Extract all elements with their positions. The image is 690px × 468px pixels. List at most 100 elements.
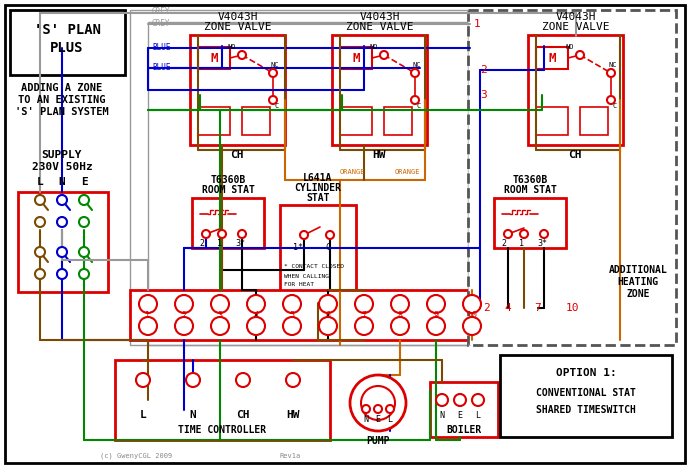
Text: 7: 7 xyxy=(535,303,542,313)
Text: HW: HW xyxy=(372,150,386,160)
Text: PLUS: PLUS xyxy=(50,41,83,55)
Text: V4043H: V4043H xyxy=(555,12,596,22)
Circle shape xyxy=(472,394,484,406)
Circle shape xyxy=(139,295,157,313)
Circle shape xyxy=(576,51,584,59)
Circle shape xyxy=(186,373,200,387)
Text: CYLINDER: CYLINDER xyxy=(295,183,342,193)
Bar xyxy=(494,198,566,248)
Text: 1*: 1* xyxy=(293,242,303,251)
Circle shape xyxy=(238,230,246,238)
Text: E: E xyxy=(375,415,380,424)
Text: 5: 5 xyxy=(290,310,295,320)
Text: BOILER: BOILER xyxy=(446,425,482,435)
Circle shape xyxy=(247,317,265,335)
Circle shape xyxy=(57,217,67,227)
Text: PUMP: PUMP xyxy=(366,436,390,446)
Bar xyxy=(536,47,568,69)
Text: N: N xyxy=(440,411,444,421)
Text: M: M xyxy=(210,51,218,65)
Text: CH: CH xyxy=(236,410,250,420)
Text: 2: 2 xyxy=(199,240,204,249)
Text: 3*: 3* xyxy=(235,240,245,249)
Text: FOR HEAT: FOR HEAT xyxy=(284,283,314,287)
Circle shape xyxy=(79,247,89,257)
Text: 1: 1 xyxy=(474,19,481,29)
Text: TO AN EXISTING: TO AN EXISTING xyxy=(18,95,106,105)
Text: 'S' PLAN SYSTEM: 'S' PLAN SYSTEM xyxy=(15,107,109,117)
Text: NC: NC xyxy=(609,62,618,68)
Circle shape xyxy=(350,375,406,431)
Circle shape xyxy=(427,317,445,335)
Circle shape xyxy=(607,96,615,104)
Circle shape xyxy=(79,217,89,227)
Text: 2: 2 xyxy=(482,303,489,313)
Circle shape xyxy=(411,96,419,104)
Text: SUPPLY: SUPPLY xyxy=(42,150,82,160)
Circle shape xyxy=(436,394,448,406)
Circle shape xyxy=(269,69,277,77)
Bar xyxy=(468,10,676,345)
Circle shape xyxy=(374,405,382,413)
Circle shape xyxy=(211,295,229,313)
Text: GREY: GREY xyxy=(152,7,170,16)
Text: L641A: L641A xyxy=(304,173,333,183)
Text: BLUE: BLUE xyxy=(152,44,170,52)
Text: HEATING: HEATING xyxy=(618,277,658,287)
Circle shape xyxy=(286,373,300,387)
Bar xyxy=(332,35,427,145)
Text: 3: 3 xyxy=(480,90,486,100)
Bar xyxy=(130,10,470,345)
Text: OPTION 1:: OPTION 1: xyxy=(555,368,616,378)
Bar xyxy=(528,35,623,145)
Text: STAT: STAT xyxy=(306,193,330,203)
Bar xyxy=(130,290,490,340)
Text: L: L xyxy=(37,177,43,187)
Circle shape xyxy=(380,51,388,59)
Text: ZONE VALVE: ZONE VALVE xyxy=(204,22,272,32)
Circle shape xyxy=(283,295,301,313)
Text: 1: 1 xyxy=(520,240,524,249)
Circle shape xyxy=(139,317,157,335)
Circle shape xyxy=(269,96,277,104)
Text: 1: 1 xyxy=(217,240,222,249)
Text: ADDING A ZONE: ADDING A ZONE xyxy=(21,83,103,93)
Text: SHARED TIMESWITCH: SHARED TIMESWITCH xyxy=(536,405,636,415)
Text: ZONE: ZONE xyxy=(627,289,650,299)
Text: 10: 10 xyxy=(467,310,477,320)
Text: L: L xyxy=(388,415,393,424)
Circle shape xyxy=(35,247,45,257)
Circle shape xyxy=(57,247,67,257)
Text: ADDITIONAL: ADDITIONAL xyxy=(609,265,667,275)
Text: C: C xyxy=(613,103,617,109)
Text: C: C xyxy=(417,103,421,109)
Circle shape xyxy=(236,373,250,387)
Circle shape xyxy=(283,317,301,335)
Circle shape xyxy=(35,269,45,279)
Bar xyxy=(242,107,270,135)
Circle shape xyxy=(79,195,89,205)
Text: 4: 4 xyxy=(504,303,511,313)
Circle shape xyxy=(391,317,409,335)
Text: BLUE: BLUE xyxy=(152,64,170,73)
Circle shape xyxy=(319,317,337,335)
Text: GREY: GREY xyxy=(152,19,170,28)
Text: * CONTACT CLOSED: * CONTACT CLOSED xyxy=(284,264,344,270)
Bar xyxy=(340,47,372,69)
Text: ORANGE: ORANGE xyxy=(395,169,420,175)
Circle shape xyxy=(57,269,67,279)
Text: 1: 1 xyxy=(146,310,150,320)
Circle shape xyxy=(319,295,337,313)
Circle shape xyxy=(362,405,370,413)
Bar xyxy=(192,198,264,248)
Text: L: L xyxy=(475,411,480,421)
Circle shape xyxy=(463,295,481,313)
Text: 10: 10 xyxy=(565,303,579,313)
Bar xyxy=(18,192,108,292)
Text: CH: CH xyxy=(569,150,582,160)
Circle shape xyxy=(79,269,89,279)
Circle shape xyxy=(361,386,395,420)
Circle shape xyxy=(175,295,193,313)
Circle shape xyxy=(427,295,445,313)
Text: M: M xyxy=(353,51,359,65)
